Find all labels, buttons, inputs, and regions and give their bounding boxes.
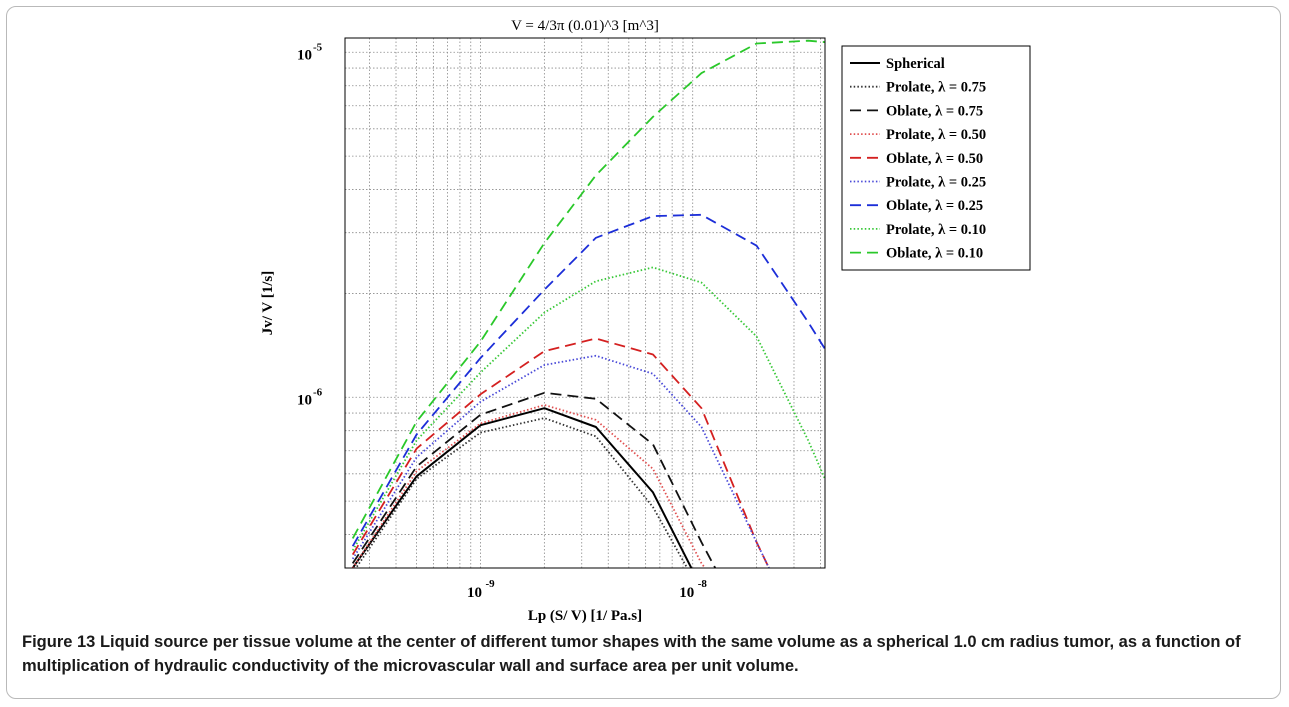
chart: 10-910-810-610-5 V = 4/3π (0.01)^3 [m^3]… [260, 18, 1031, 624]
series-line [351, 354, 770, 568]
x-axis-label: Lp (S/ V) [1/ Pa.s] [528, 608, 642, 624]
legend-label: Prolate, λ = 0.25 [886, 175, 986, 191]
series-line [354, 417, 689, 568]
x-tick-exponent: -8 [698, 578, 708, 590]
series-line [351, 39, 825, 539]
ticks: 10-910-810-610-5 [297, 41, 707, 601]
legend-label: Oblate, λ = 0.10 [886, 246, 983, 262]
legend-label: Oblate, λ = 0.25 [886, 198, 983, 214]
legend-label: Prolate, λ = 0.75 [886, 80, 986, 96]
legend-label: Oblate, λ = 0.50 [886, 151, 983, 167]
legend-label: Oblate, λ = 0.75 [886, 103, 983, 119]
y-tick-label: 10 [297, 47, 312, 63]
series-line [351, 337, 770, 568]
x-tick-label: 10 [467, 585, 482, 601]
grid [345, 38, 825, 568]
chart-title: V = 4/3π (0.01)^3 [m^3] [511, 18, 659, 34]
series-layer [351, 39, 825, 568]
y-tick-exponent: -6 [313, 386, 323, 398]
x-tick-exponent: -9 [485, 578, 495, 590]
x-tick-label: 10 [679, 585, 694, 601]
series-line [351, 213, 825, 547]
legend-label: Spherical [886, 56, 945, 72]
y-axis-label: Jv/ V [1/s] [260, 271, 276, 335]
series-line [351, 407, 693, 568]
figure-label: Figure 13 [22, 633, 96, 651]
series-line [351, 391, 717, 568]
series-line [351, 404, 707, 568]
legend-label: Prolate, λ = 0.10 [886, 222, 986, 238]
caption-text: Liquid source per tissue volume at the c… [22, 633, 1241, 675]
y-tick-exponent: -5 [313, 41, 323, 53]
y-tick-label: 10 [297, 392, 312, 408]
figure-caption: Figure 13 Liquid source per tissue volum… [22, 630, 1262, 678]
legend-label: Prolate, λ = 0.50 [886, 127, 986, 143]
legend: Spherical Prolate, λ = 0.75 Oblate, λ = 0.… [841, 45, 1031, 271]
plot-border [344, 37, 826, 569]
plot-area [344, 37, 826, 569]
